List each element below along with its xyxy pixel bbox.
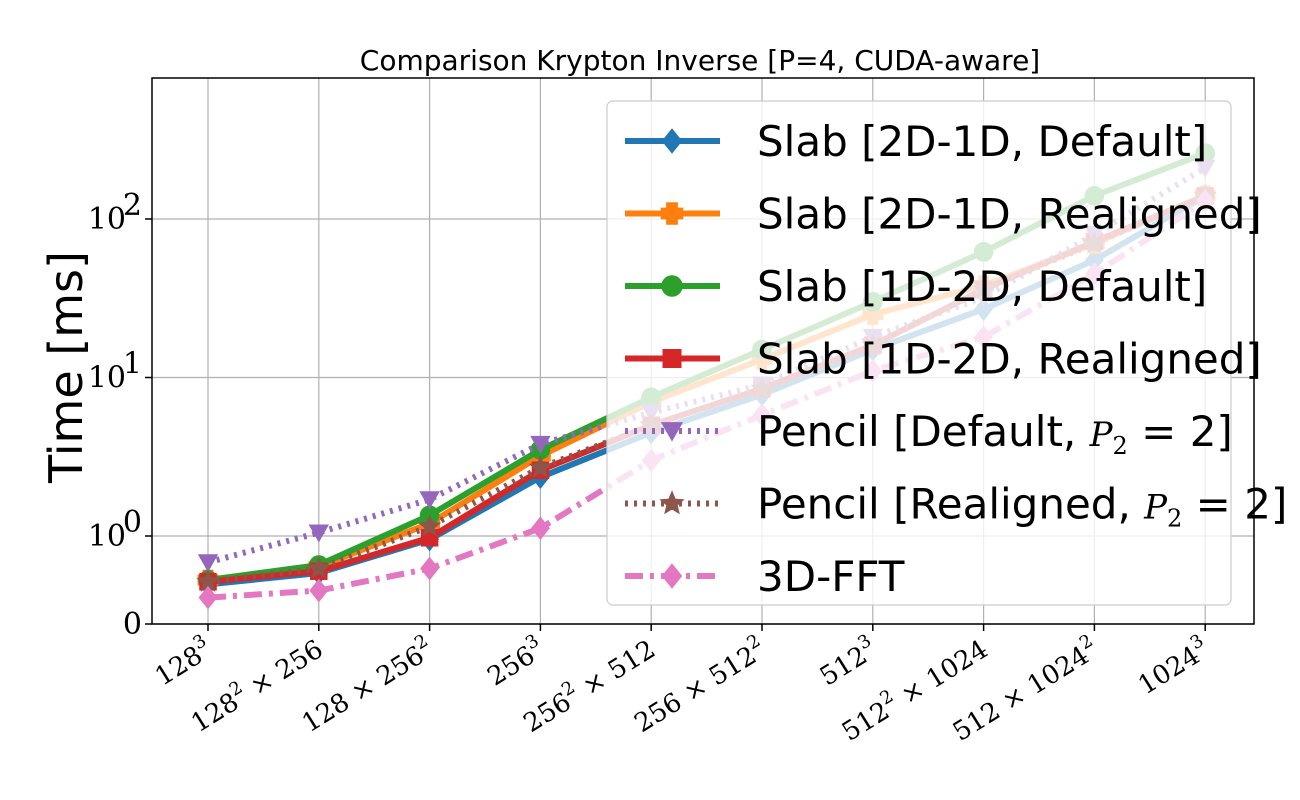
legend-label-suffix: = 2] bbox=[1182, 480, 1287, 529]
y-tick-exponent: 0 bbox=[123, 505, 142, 540]
legend-label-suffix: = 2] bbox=[1128, 407, 1233, 456]
legend-entry: Pencil [Default, P2 = 2] bbox=[625, 407, 1233, 460]
legend-label: Slab [2D-1D, Realigned] bbox=[757, 190, 1262, 239]
legend-label-var: P bbox=[1089, 415, 1114, 455]
y-tick-label: 0 bbox=[123, 607, 142, 642]
legend-label: Pencil [Default, P2 = 2] bbox=[757, 407, 1233, 460]
plot-frame bbox=[151, 77, 1255, 625]
legend-marker bbox=[661, 275, 683, 297]
chart-title: Comparison Krypton Inverse [P=4, CUDA-aw… bbox=[360, 44, 1040, 77]
legend-entry: Slab [1D-2D, Realigned] bbox=[625, 335, 1262, 384]
y-tick-label: 10 bbox=[88, 361, 126, 396]
legend-entry: Slab [1D-2D, Default] bbox=[625, 262, 1207, 311]
legend-entry: Slab [2D-1D, Default] bbox=[625, 117, 1207, 166]
legend-entry: Slab [2D-1D, Realigned] bbox=[625, 190, 1262, 239]
legend-label: Slab [2D-1D, Default] bbox=[757, 117, 1207, 166]
legend-label-prefix: Pencil [Realigned, bbox=[757, 480, 1144, 529]
legend-label-var: P bbox=[1143, 488, 1168, 528]
y-tick-label: 10 bbox=[88, 202, 126, 237]
data-point bbox=[419, 491, 440, 510]
series-line bbox=[207, 165, 1207, 566]
data-point bbox=[420, 556, 440, 581]
legend-marker bbox=[662, 349, 682, 368]
data-point bbox=[530, 435, 551, 454]
legend-label: Slab [1D-2D, Default] bbox=[757, 262, 1207, 311]
legend-label: Pencil [Realigned, P2 = 2] bbox=[757, 480, 1287, 533]
legend-label: 3D-FFT bbox=[757, 552, 905, 601]
data-point bbox=[308, 524, 330, 543]
y-tick-exponent: 2 bbox=[123, 188, 142, 223]
legend-marker bbox=[659, 490, 685, 515]
y-axis-label: Time [ms] bbox=[39, 251, 93, 484]
legend-label-sub: 2 bbox=[1113, 432, 1128, 460]
data-point bbox=[417, 514, 442, 537]
legend-marker bbox=[660, 202, 684, 225]
y-tick-label: 10 bbox=[88, 519, 126, 554]
legend-marker bbox=[661, 128, 683, 154]
data-point bbox=[530, 516, 550, 540]
data-point bbox=[307, 556, 331, 579]
legend-label: Slab [1D-2D, Realigned] bbox=[757, 335, 1262, 384]
data-point bbox=[197, 554, 219, 573]
data-point bbox=[198, 585, 218, 610]
legend: Slab [2D-1D, Default] Slab [2D-1D, Realig… bbox=[606, 100, 1287, 606]
data-point bbox=[309, 578, 329, 603]
y-tick-exponent: 1 bbox=[123, 347, 142, 382]
legend-marker bbox=[661, 563, 683, 589]
legend-box bbox=[606, 100, 1232, 606]
legend-label-prefix: Pencil [Default, bbox=[757, 407, 1090, 456]
data-point bbox=[528, 455, 553, 478]
legend-marker bbox=[660, 422, 684, 442]
legend-entry: 3D-FFT bbox=[625, 552, 905, 601]
legend-label-sub: 2 bbox=[1167, 505, 1182, 533]
legend-entry: Pencil [Realigned, P2 = 2] bbox=[625, 480, 1287, 533]
